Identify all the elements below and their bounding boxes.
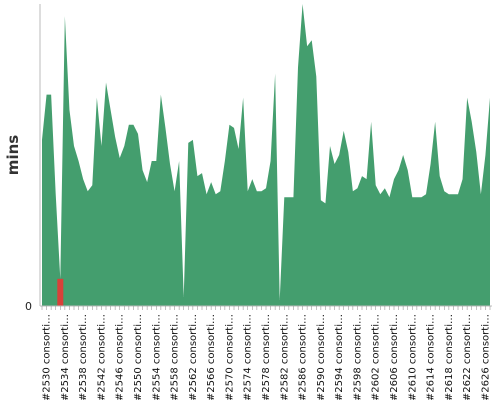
x-tick-label: #2574 consorti… [243, 314, 254, 400]
x-tick-label: #2578 consorti… [261, 314, 272, 400]
x-tick-label: #2546 consorti… [115, 314, 126, 400]
x-axis-ticks: #2530 consorti… #2534 consorti… #2538 cons… [42, 306, 491, 400]
x-tick-label: #2614 consorti… [426, 314, 437, 400]
x-tick-label: #2586 consorti… [298, 314, 309, 400]
highlight-bar[interactable] [57, 278, 64, 306]
x-tick-label: #2618 consorti… [444, 314, 455, 400]
area-series [42, 4, 490, 306]
x-tick-label: #2570 consorti… [224, 314, 235, 400]
x-tick-label: #2554 consorti… [151, 314, 162, 400]
x-tick-label: #2530 consorti… [42, 314, 53, 400]
x-tick-label: #2566 consorti… [206, 314, 217, 400]
x-tick-label: #2558 consorti… [170, 314, 181, 400]
y-axis-label: mins [4, 135, 22, 175]
x-tick-label: #2626 consorti… [480, 314, 491, 400]
y-axis-ticks: 0 [25, 300, 32, 313]
x-tick-label: #2610 consorti… [407, 314, 418, 400]
x-tick-label: #2534 consorti… [60, 314, 71, 400]
x-tick-label: #2582 consorti… [279, 314, 290, 400]
x-tick-label: #2538 consorti… [78, 314, 89, 400]
x-tick-label: #2622 consorti… [462, 314, 473, 400]
y-tick-label: 0 [25, 300, 32, 313]
x-tick-label: #2598 consorti… [352, 314, 363, 400]
x-tick-label: #2606 consorti… [389, 314, 400, 400]
x-tick-label: #2590 consorti… [316, 314, 327, 400]
x-tick-label: #2594 consorti… [334, 314, 345, 400]
x-tick-label: #2542 consorti… [96, 314, 107, 400]
x-tick-label: #2550 consorti… [133, 314, 144, 400]
x-tick-label: #2562 consorti… [188, 314, 199, 400]
x-tick-label: #2602 consorti… [371, 314, 382, 400]
plot-area [42, 4, 490, 306]
